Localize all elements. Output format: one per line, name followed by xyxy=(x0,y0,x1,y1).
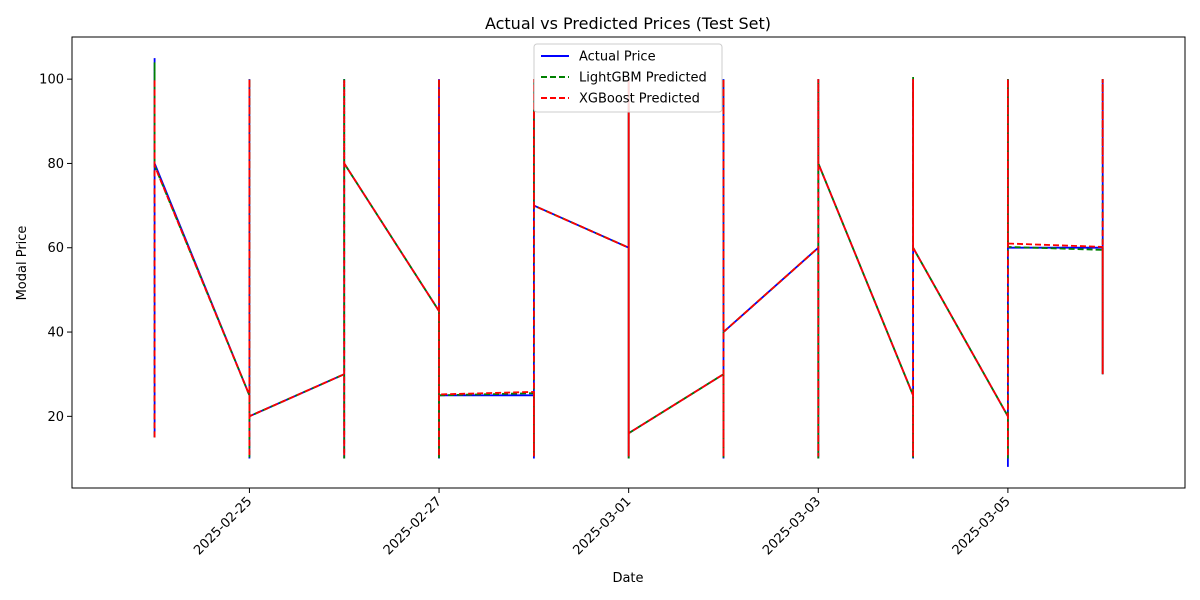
y-tick-label: 80 xyxy=(47,157,64,172)
x-tick-label: 2025-03-05 xyxy=(950,494,1014,558)
x-tick-label: 2025-03-01 xyxy=(570,494,634,558)
y-tick-label: 40 xyxy=(47,326,64,341)
plot-area xyxy=(153,58,1104,467)
y-tick-label: 100 xyxy=(39,73,64,88)
y-tick-label: 20 xyxy=(47,410,64,425)
legend-label-1: LightGBM Predicted xyxy=(579,71,707,86)
chart-title: Actual vs Predicted Prices (Test Set) xyxy=(485,14,771,33)
legend-label-2: XGBoost Predicted xyxy=(579,92,700,107)
series-line-2 xyxy=(153,79,1104,457)
legend-label-0: Actual Price xyxy=(579,50,656,65)
x-axis-label: Date xyxy=(612,571,643,586)
x-axis: 2025-02-25 2025-02-27 2025-03-01 2025-03-03… xyxy=(191,488,1014,558)
y-axis-label: Modal Price xyxy=(15,226,30,301)
legend: Actual Price LightGBM Predicted XGBoost Pr… xyxy=(533,43,723,113)
x-tick-label: 2025-03-03 xyxy=(760,494,824,558)
y-axis: 20 40 60 80 100 xyxy=(39,73,72,425)
x-tick-label: 2025-02-25 xyxy=(191,494,255,558)
legend-box xyxy=(533,43,723,113)
y-tick-label: 60 xyxy=(47,241,64,256)
x-tick-label: 2025-02-27 xyxy=(381,494,445,558)
